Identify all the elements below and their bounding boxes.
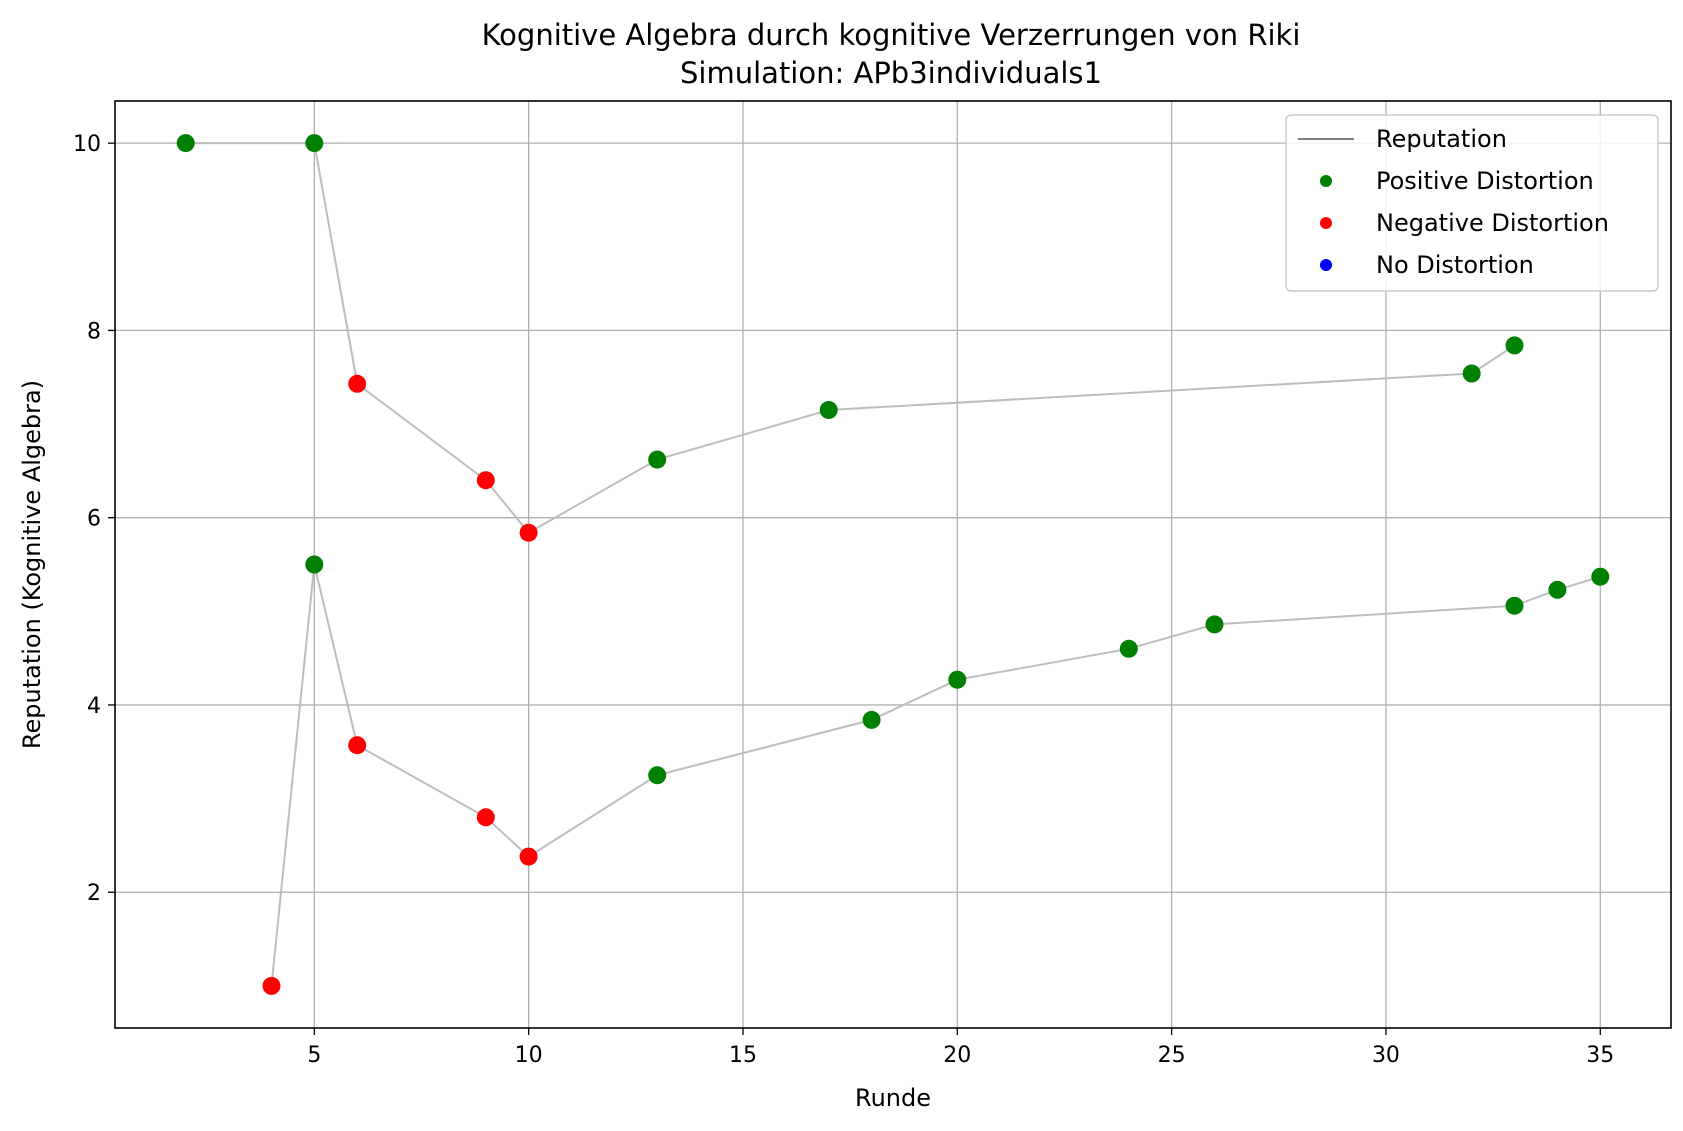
positive-distortion-point bbox=[1205, 615, 1224, 634]
positive-distortion-point bbox=[1548, 580, 1567, 599]
legend-box bbox=[1285, 114, 1659, 292]
y-tick-label: 2 bbox=[87, 881, 101, 906]
y-tick-label: 6 bbox=[87, 507, 101, 532]
reputation-line-2 bbox=[270, 564, 1601, 987]
chart-title: Kognitive Algebra durch kognitive Verzer… bbox=[482, 18, 1301, 52]
legend-marker-swatch bbox=[1320, 217, 1332, 229]
legend-label: Reputation bbox=[1376, 125, 1507, 153]
y-tick-label: 8 bbox=[87, 319, 101, 344]
positive-distortion-point bbox=[305, 555, 324, 574]
data-points bbox=[176, 134, 1610, 995]
legend-label: Negative Distortion bbox=[1376, 209, 1609, 237]
plot-frame bbox=[114, 100, 1672, 1029]
negative-distortion-point bbox=[519, 847, 538, 866]
legend: Reputation Positive Distortion Negative Di… bbox=[1285, 114, 1659, 292]
negative-distortion-point bbox=[519, 523, 538, 542]
x-axis-label: Runde bbox=[855, 1084, 931, 1112]
legend-label: No Distortion bbox=[1376, 251, 1534, 279]
negative-distortion-point bbox=[262, 976, 281, 995]
negative-distortion-point bbox=[476, 471, 495, 490]
legend-label: Positive Distortion bbox=[1376, 167, 1594, 195]
positive-distortion-point bbox=[862, 710, 881, 729]
positive-distortion-point bbox=[819, 401, 838, 419]
y-tick-label: 4 bbox=[87, 694, 101, 719]
chart-subtitle: Simulation: APb3individuals1 bbox=[680, 56, 1102, 90]
legend-marker-swatch bbox=[1320, 175, 1332, 187]
x-tick-label: 15 bbox=[729, 1043, 757, 1068]
positive-distortion-point bbox=[648, 450, 667, 469]
x-tick-label: 10 bbox=[515, 1043, 543, 1068]
negative-distortion-point bbox=[348, 374, 367, 393]
positive-distortion-point bbox=[1505, 596, 1524, 615]
positive-distortion-point bbox=[948, 670, 967, 689]
positive-distortion-point bbox=[1505, 336, 1524, 355]
negative-distortion-point bbox=[476, 808, 495, 827]
x-tick-label: 35 bbox=[1586, 1043, 1614, 1068]
x-tick-label: 20 bbox=[943, 1043, 971, 1068]
x-tick-label: 5 bbox=[307, 1043, 321, 1068]
negative-distortion-point bbox=[348, 736, 367, 755]
positive-distortion-point bbox=[305, 134, 324, 153]
x-tick-label: 25 bbox=[1158, 1043, 1186, 1068]
positive-distortion-point bbox=[1591, 567, 1610, 586]
legend-marker-swatch bbox=[1320, 259, 1332, 271]
positive-distortion-point bbox=[648, 766, 667, 785]
y-axis-label: Reputation (Kognitive Algebra) bbox=[18, 380, 46, 749]
y-tick-label: 10 bbox=[73, 132, 101, 157]
positive-distortion-point bbox=[176, 134, 195, 153]
x-tick-label: 30 bbox=[1372, 1043, 1400, 1068]
positive-distortion-point bbox=[1119, 639, 1138, 658]
positive-distortion-point bbox=[1462, 364, 1481, 383]
axis-ticks: 5 10 15 20 25 30 35 2 4 6 8 10 bbox=[73, 132, 1614, 1068]
